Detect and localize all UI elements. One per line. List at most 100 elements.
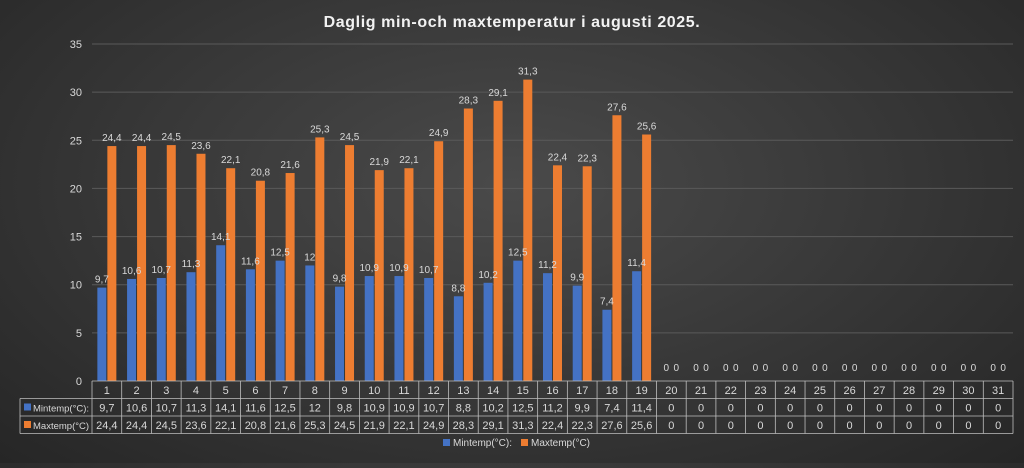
min-temp-data-label: 10,9 bbox=[389, 263, 409, 274]
table-cell: 22,1 bbox=[215, 420, 236, 432]
max-temp-bar bbox=[137, 146, 147, 381]
min-temp-bar bbox=[483, 282, 493, 381]
max-temp-data-label: 0 bbox=[941, 363, 947, 374]
table-cell: 22,1 bbox=[393, 420, 414, 432]
table-cell: 0 bbox=[668, 403, 674, 415]
min-temp-bar bbox=[305, 265, 315, 381]
x-tick-label: 21 bbox=[695, 385, 707, 397]
table-cell: 12,5 bbox=[274, 403, 295, 415]
y-tick-label: 0 bbox=[76, 376, 82, 388]
x-tick-label: 27 bbox=[873, 385, 885, 397]
table-cell: 0 bbox=[965, 403, 971, 415]
y-tick-label: 35 bbox=[70, 39, 82, 51]
min-temp-bar bbox=[156, 277, 166, 381]
table-cell: 28,3 bbox=[453, 420, 474, 432]
table-cell: 10,6 bbox=[126, 403, 147, 415]
min-temp-bar bbox=[572, 285, 582, 381]
min-temp-bar bbox=[186, 272, 196, 381]
table-cell: 24,5 bbox=[156, 420, 177, 432]
table-cell: 9,8 bbox=[337, 403, 352, 415]
table-cell: 0 bbox=[787, 403, 793, 415]
max-temp-data-label: 0 bbox=[911, 363, 917, 374]
x-tick-label: 7 bbox=[282, 385, 288, 397]
x-tick-label: 26 bbox=[843, 385, 855, 397]
table-cell: 22,3 bbox=[571, 420, 592, 432]
max-temp-bar bbox=[226, 168, 236, 381]
max-temp-data-label: 0 bbox=[674, 363, 680, 374]
x-tick-label: 19 bbox=[636, 385, 648, 397]
min-temp-bar bbox=[513, 260, 523, 381]
max-temp-data-label: 0 bbox=[733, 363, 739, 374]
x-tick-label: 22 bbox=[725, 385, 737, 397]
max-temp-bar bbox=[255, 180, 265, 381]
table-cell: 0 bbox=[965, 420, 971, 432]
max-temp-data-label: 28,3 bbox=[459, 96, 479, 107]
table-cell: 0 bbox=[847, 403, 853, 415]
max-temp-bar bbox=[642, 134, 652, 381]
x-tick-label: 12 bbox=[428, 385, 440, 397]
min-temp-bar bbox=[97, 287, 107, 381]
data-table: 1 2 3 4 5 6 7 8 9 10 11 12 13 14 15 16 17 18 19 20 21 22 23 24 2… bbox=[19, 380, 1014, 434]
min-temp-data-label: 0 bbox=[931, 363, 937, 374]
table-cell: 0 bbox=[728, 420, 734, 432]
max-temp-data-label: 24,4 bbox=[132, 133, 152, 144]
max-temp-bar bbox=[166, 145, 176, 381]
min-temp-data-label: 0 bbox=[693, 363, 699, 374]
max-temp-bar bbox=[196, 153, 206, 381]
table-cell: 20,8 bbox=[245, 420, 266, 432]
min-temp-data-label: 10,2 bbox=[478, 270, 498, 281]
table-series-name: Maxtemp(°C) bbox=[33, 421, 89, 432]
table-cell: 11,6 bbox=[245, 403, 266, 415]
table-cell: 24,4 bbox=[96, 420, 117, 432]
x-tick-label: 2 bbox=[134, 385, 140, 397]
x-tick-label: 4 bbox=[193, 385, 199, 397]
max-temp-data-label: 0 bbox=[792, 363, 798, 374]
min-temp-bar bbox=[543, 273, 552, 381]
max-temp-bar bbox=[463, 108, 473, 382]
y-tick-label: 5 bbox=[76, 328, 82, 340]
max-temp-data-label: 22,1 bbox=[221, 155, 241, 166]
min-temp-bar bbox=[335, 286, 345, 381]
min-temp-bar bbox=[632, 271, 642, 381]
table-cell: 0 bbox=[817, 403, 823, 415]
min-temp-data-label: 10,6 bbox=[122, 266, 142, 277]
min-temp-data-label: 11,2 bbox=[538, 260, 557, 271]
table-cell: 21,6 bbox=[274, 420, 295, 432]
min-temp-data-label: 10,7 bbox=[152, 265, 172, 276]
min-temp-data-label: 8,8 bbox=[451, 283, 465, 294]
min-temp-legend-key bbox=[24, 403, 31, 411]
min-temp-data-label: 12 bbox=[304, 252, 316, 263]
table-cell: 0 bbox=[757, 420, 763, 432]
max-temp-data-label: 22,4 bbox=[548, 152, 568, 163]
table-cell: 21,9 bbox=[364, 420, 385, 432]
x-tick-label: 30 bbox=[962, 385, 974, 397]
max-temp-bar bbox=[404, 168, 414, 381]
table-cell: 25,6 bbox=[631, 420, 652, 432]
table-cell: 0 bbox=[906, 420, 912, 432]
min-temp-data-label: 9,8 bbox=[333, 274, 347, 285]
max-temp-bar bbox=[434, 141, 444, 381]
max-temp-data-label: 20,8 bbox=[251, 168, 271, 179]
table-cell: 0 bbox=[847, 420, 853, 432]
table-cell: 0 bbox=[876, 403, 882, 415]
x-tick-label: 24 bbox=[784, 385, 796, 397]
x-tick-label: 17 bbox=[576, 385, 588, 397]
max-temp-bar bbox=[345, 145, 355, 381]
max-temp-data-label: 21,9 bbox=[370, 157, 390, 168]
min-temp-data-label: 9,7 bbox=[95, 275, 109, 286]
max-temp-bar bbox=[374, 170, 384, 381]
y-tick-label: 25 bbox=[70, 135, 82, 147]
min-temp-bar bbox=[424, 277, 434, 381]
min-temp-data-label: 11,4 bbox=[627, 258, 646, 269]
table-cell: 22,4 bbox=[542, 420, 563, 432]
min-temp-bar bbox=[364, 276, 374, 381]
table-cell: 0 bbox=[728, 403, 734, 415]
table-cell: 10,7 bbox=[423, 403, 444, 415]
x-tick-label: 18 bbox=[606, 385, 618, 397]
max-temp-data-label: 24,9 bbox=[429, 128, 449, 139]
table-cell: 23,6 bbox=[185, 420, 206, 432]
table-cell: 0 bbox=[817, 420, 823, 432]
y-tick-label: 10 bbox=[70, 280, 82, 292]
